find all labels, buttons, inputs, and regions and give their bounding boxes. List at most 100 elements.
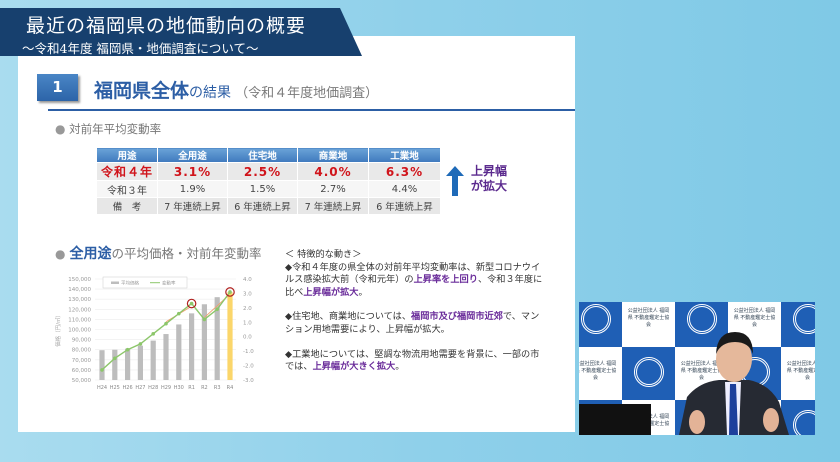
col-header: 工業地 [368, 147, 441, 163]
page-subtitle: ～令和4年度 福岡県・地価調査について～ [22, 41, 259, 56]
rate-point-H24 [100, 368, 104, 372]
note-text: で、マンション用地需要により、上昇幅が拡大。 [285, 311, 540, 335]
text-tile: 公益社団法人 福岡県 不動産鑑定士協会 [675, 347, 728, 400]
chart-heading: ● 全用途の平均価格・対前年変動率 [55, 243, 261, 263]
rate-point-H27 [138, 342, 143, 346]
bar-H27 [137, 345, 143, 380]
table-cell: 令和４年 [96, 162, 158, 181]
table-cell: 6.3% [368, 162, 441, 181]
rate-point-H26 [125, 347, 130, 352]
rate-heading: ● 対前年平均変動率 [55, 121, 161, 137]
association-logo-icon [581, 304, 611, 334]
header-banner: 最近の福岡県の地価動向の概要 ～令和4年度 福岡県・地価調査について～ [0, 8, 362, 56]
backdrop-text: 公益社団法人 福岡県 不動産鑑定士協会 [627, 308, 670, 328]
col-header: 全用途 [157, 147, 228, 163]
legend-bar-swatch [111, 281, 119, 284]
notes-heading: ＜ 特徴的な動き＞ [285, 249, 362, 260]
table-row: 令和３年 1.9% 1.5% 2.7% 4.4% [96, 180, 441, 198]
rate-point-R4 [228, 290, 232, 294]
bullet-icon: ● [55, 247, 66, 261]
notes-panel: ＜ 特徴的な動き＞ ◆令和４年度の県全体の対前年平均変動率は、新型コロナウイルス… [285, 249, 545, 386]
callout-line: が拡大 [471, 179, 508, 193]
col-header: 用途 [96, 147, 158, 163]
left-tick-label: 70,000 [72, 358, 92, 364]
rate-point-R3 [215, 307, 219, 312]
right-tick-label: 4.0 [243, 277, 252, 283]
callout-line: 上昇幅 [471, 164, 508, 178]
right-tick-label: -2.0 [243, 364, 254, 370]
divider [48, 109, 575, 111]
table-cell: 7 年連続上昇 [157, 197, 228, 215]
x-tick-label: H30 [174, 385, 184, 391]
page-title: 最近の福岡県の地価動向の概要 [26, 15, 307, 37]
table-cell: 備 考 [96, 197, 158, 215]
slide-panel [18, 36, 575, 432]
right-tick-label: 2.0 [243, 306, 252, 312]
left-tick-label: 130,000 [68, 297, 91, 303]
x-tick-label: R3 [214, 385, 221, 391]
price-rate-chart: 50,000 60,000 70,000 80,000 90,000 100,000 110… [54, 276, 254, 391]
legend-label: 変動率 [162, 280, 176, 287]
right-tick-label: -1.0 [243, 349, 254, 355]
text-tile: 公益社団法人 福岡県 不動産鑑定士協会 [579, 347, 622, 400]
left-tick-label: 110,000 [68, 317, 91, 323]
rate-point-R1 [189, 301, 194, 306]
left-tick-label: 50,000 [72, 378, 92, 384]
logo-tile [781, 302, 815, 347]
table-cell: 4.4% [368, 180, 441, 198]
x-tick-label: H29 [161, 385, 171, 391]
table-cell: 6 年連続上昇 [227, 197, 298, 215]
x-tick-label: R2 [201, 385, 208, 391]
rate-point-R2 [202, 317, 207, 322]
text-tile: 公益社団法人 福岡県 不動産鑑定士協会 [781, 347, 815, 400]
bar-R3 [214, 297, 220, 380]
table-cell: 2.5% [227, 162, 298, 181]
note-text: ◆住宅地、商業地については、 [285, 311, 412, 323]
note-3: ◆工業地については、堅調な物流用地需要を背景に、一部の市では、上昇幅が大きく拡大… [285, 349, 545, 374]
association-logo-icon [793, 410, 815, 435]
table-cell: 4.0% [297, 162, 369, 181]
note-text: 。 [358, 286, 368, 298]
x-tick-label: H28 [148, 385, 158, 391]
section-title-bold: 福岡県全体 [94, 80, 190, 102]
bar-H28 [150, 340, 156, 380]
left-tick-label: 90,000 [72, 338, 92, 344]
speaker-figure [579, 332, 789, 435]
highlight-circle-R4 [225, 287, 235, 297]
logo-tile [579, 302, 622, 347]
table-cell: 7 年連続上昇 [297, 197, 369, 215]
right-tick-label: -3.0 [243, 378, 254, 384]
note-highlight: 上昇率を上回り [413, 274, 478, 286]
rate-point-H28 [151, 332, 155, 336]
section-title: 福岡県全体の結果 （令和４年度地価調査） [94, 76, 378, 103]
backdrop-text: 公益社団法人 福岡県 不動産鑑定士協会 [680, 361, 723, 381]
rate-point-H30 [177, 311, 181, 316]
section-title-note: （令和４年度地価調査） [235, 86, 379, 101]
rate-heading-text: 対前年平均変動率 [69, 122, 162, 136]
logo-tile [675, 302, 728, 347]
note-text: 。 [395, 361, 405, 373]
left-tick-label: 140,000 [68, 287, 91, 293]
left-tick-label: 120,000 [68, 307, 91, 313]
association-logo-icon [687, 304, 717, 334]
x-tick-label: H27 [135, 385, 145, 391]
backdrop-text: 公益社団法人 福岡県 不動産鑑定士協会 [786, 361, 815, 381]
col-header: 商業地 [297, 147, 369, 163]
table-row: 令和４年 3.1% 2.5% 4.0% 6.3% [96, 162, 441, 181]
table-cell: 1.5% [227, 180, 298, 198]
left-tick-label: 150,000 [68, 277, 91, 283]
note-text: ◆工業地については、堅調な物流用地需要を背景に、一部の市では、 [285, 348, 540, 373]
x-tick-label: H25 [110, 385, 120, 391]
highlight-circle-R1 [186, 298, 197, 309]
legend-label: 平均価格 [121, 280, 139, 287]
note-1: ◆令和４年度の県全体の対前年平均変動率は、新型コロナウイルス感染拡大前（令和元年… [285, 262, 545, 300]
x-tick-label: H24 [97, 385, 107, 391]
bar-H26 [125, 348, 131, 380]
bar-H29 [163, 334, 169, 380]
bullet-icon: ● [55, 122, 66, 136]
right-tick-label: 3.0 [243, 291, 252, 297]
col-header: 住宅地 [227, 147, 298, 163]
bar-H30 [176, 324, 182, 380]
